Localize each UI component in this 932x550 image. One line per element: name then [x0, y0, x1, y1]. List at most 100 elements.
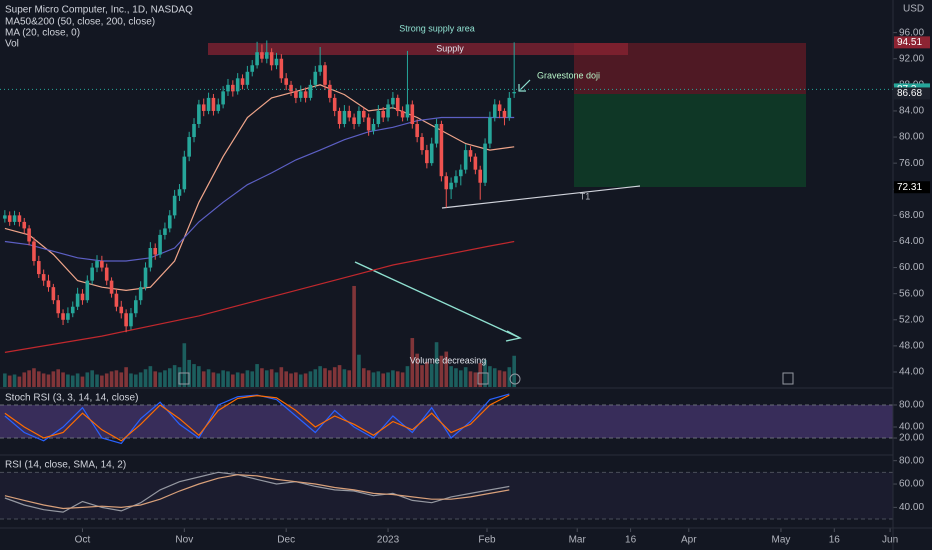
volume-bar [284, 371, 288, 387]
candle-body [391, 97, 395, 105]
candle-body [269, 52, 274, 66]
volume-bar [231, 374, 235, 387]
candle-body [85, 280, 90, 301]
annotation: Volume decreasing [410, 355, 487, 365]
volume-bar [66, 374, 70, 387]
candle-body [318, 65, 322, 72]
volume-bar [70, 375, 75, 387]
volume-bar [134, 374, 138, 387]
candle-body [425, 150, 429, 164]
volume-bar [158, 372, 162, 387]
candle-body [100, 261, 104, 268]
x-tick-label: 2023 [377, 535, 400, 546]
candle-body [163, 228, 167, 235]
candle-body [51, 287, 56, 301]
candle-body [366, 117, 371, 131]
candle-body [221, 91, 225, 105]
price-label-box [894, 181, 930, 194]
price-label-box [894, 87, 930, 100]
volume-bar [294, 372, 298, 387]
y-tick-label: 44.00 [899, 367, 924, 378]
y-tick-label: 40.00 [899, 422, 924, 433]
candle-body [7, 215, 12, 222]
volume-bar [41, 373, 46, 387]
candle-body [114, 293, 119, 307]
candle-body [75, 293, 80, 307]
price-label: 94.51 [897, 37, 922, 48]
candle-body [158, 234, 162, 255]
target-zone [574, 94, 806, 187]
candle-body [211, 97, 216, 111]
candle-body [468, 150, 473, 157]
y-tick-label: 80.00 [899, 455, 924, 466]
candle-body [235, 78, 240, 92]
legend-entry: MA (20, close, 0) [5, 28, 80, 39]
volume-bar [381, 373, 385, 387]
volume-bar [357, 354, 361, 387]
volume-bar [264, 370, 269, 387]
volume-bar [12, 374, 17, 387]
candle-body [400, 110, 405, 118]
candle-body [308, 84, 313, 98]
candle-body [231, 84, 235, 92]
candle-body [371, 123, 376, 131]
candle-body [463, 150, 468, 170]
volume-bar [153, 371, 158, 387]
candle-body [206, 97, 211, 111]
candle-body [434, 123, 439, 144]
volume-bar [226, 371, 230, 387]
legend-entry: Vol [5, 39, 19, 50]
candle-body [61, 313, 65, 320]
volume-bar [405, 366, 410, 387]
candle-body [274, 58, 279, 66]
volume-bar [473, 372, 478, 387]
candle-body [192, 123, 196, 138]
volume-bar [434, 342, 439, 387]
candle-body [381, 110, 385, 118]
volume-bar [138, 372, 143, 387]
candle-body [303, 91, 308, 98]
volume-bar [279, 367, 284, 387]
annotation: Strong supply area [399, 23, 475, 33]
x-tick-label: May [771, 535, 790, 546]
volume-bar [192, 364, 196, 387]
candle-body [420, 137, 424, 151]
annotation: Gravestone doji [537, 70, 600, 80]
band [0, 404, 893, 439]
candle-body [395, 97, 400, 111]
candle-body [3, 215, 7, 219]
volume-bar [3, 373, 7, 387]
candle-body [250, 65, 255, 72]
earnings-marker [178, 372, 190, 385]
volume-bar [167, 368, 172, 387]
volume-bar [463, 367, 468, 387]
volume-bar [425, 362, 429, 387]
candle-body [405, 104, 410, 118]
earnings-markers [178, 372, 794, 385]
candle-body [429, 143, 434, 164]
candle-body [226, 84, 230, 92]
candle-body [279, 58, 284, 79]
volume-bar [172, 365, 177, 387]
candle-body [216, 104, 221, 111]
candle-body [264, 52, 269, 59]
candle-body [148, 247, 153, 268]
volume-bar [17, 376, 22, 387]
volume-bar [512, 355, 516, 387]
volume-bar [100, 375, 104, 387]
candle-body [124, 313, 128, 327]
volume-bar [22, 372, 27, 387]
candle-body [104, 267, 109, 281]
volume-bar [245, 370, 250, 387]
annotation: Supply [436, 43, 464, 53]
candle-body [323, 65, 327, 85]
y-tick-label: 68.00 [899, 210, 924, 221]
y-tick-label: 40.00 [899, 502, 924, 513]
candle-body [376, 110, 381, 124]
volume-bar [395, 371, 400, 387]
candle-body [298, 91, 303, 98]
volume-bar [206, 369, 211, 387]
volume-bar [488, 366, 492, 387]
y-tick-label: 52.00 [899, 314, 924, 325]
trendline [441, 185, 641, 209]
